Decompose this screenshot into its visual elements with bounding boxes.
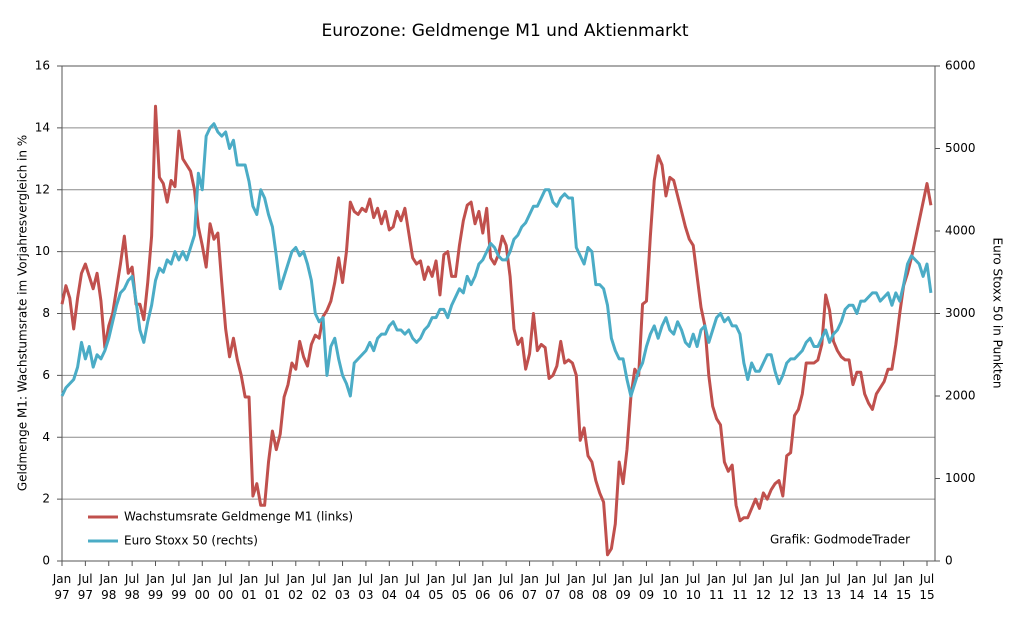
x-tick-label: Jan 07 (520, 572, 539, 602)
x-tick-label: Jan 00 (193, 572, 212, 602)
y-tick-label: 12 (35, 182, 50, 196)
x-tick-label: Jul 13 (825, 572, 842, 602)
x-tick-label: Jul 00 (218, 572, 234, 602)
series-line (60, 104, 933, 557)
y2-tick-label: 6000 (945, 59, 976, 73)
x-tick-label: Jan 14 (847, 572, 867, 602)
x-tick-label: Jan 09 (613, 572, 633, 602)
y-axis-label: Geldmenge M1: Wachstumsrate im Vorjahres… (16, 135, 30, 491)
series-line (60, 122, 933, 398)
y-tick-label: 10 (35, 244, 50, 258)
x-tick-label: Jul 12 (779, 572, 795, 602)
x-tick-label: Jul 02 (311, 572, 327, 602)
x-tick-label: Jan 08 (567, 572, 586, 602)
x-tick-label: Jan 13 (800, 572, 820, 602)
y-tick-label: 4 (42, 430, 50, 444)
x-tick-label: Jul 07 (545, 572, 561, 602)
x-tick-label: Jul 01 (264, 572, 281, 602)
y2-tick-label: 1000 (945, 471, 976, 485)
x-tick-label: Jul 14 (872, 572, 888, 602)
x-tick-label: Jul 15 (919, 572, 935, 602)
x-tick-label: Jul 08 (592, 572, 608, 602)
y-tick-label: 8 (42, 306, 50, 320)
x-tick-label: Jan 15 (894, 572, 913, 602)
x-tick-label: Jul 97 (77, 572, 94, 602)
y-tick-label: 2 (42, 492, 50, 506)
x-tick-label: Jul 04 (405, 572, 421, 602)
x-tick-label: Jul 06 (498, 572, 514, 602)
y-tick-label: 14 (35, 120, 50, 134)
x-tick-label: Jan 10 (660, 572, 680, 602)
legend-label: Euro Stoxx 50 (rechts) (124, 534, 258, 548)
x-tick-label: Jul 09 (638, 572, 655, 602)
x-tick-label: Jan 11 (707, 572, 726, 602)
y-tick-label: 16 (35, 59, 50, 73)
legend-label: Wachstumsrate Geldmenge M1 (links) (124, 510, 353, 524)
x-tick-label: Jan 99 (146, 572, 165, 602)
y-tick-label: 0 (42, 554, 50, 568)
x-tick-label: Jan 12 (754, 572, 773, 602)
x-tick-label: Jul 05 (451, 572, 468, 602)
y2-axis-label: Euro Stoxx 50 in Punkten (991, 237, 1005, 388)
x-tick-label: Jan 06 (473, 572, 493, 602)
x-tick-label: Jul 98 (124, 572, 140, 602)
x-tick-label: Jul 03 (358, 572, 374, 602)
x-tick-label: Jan 97 (52, 572, 72, 602)
x-tick-label: Jan 03 (333, 572, 352, 602)
x-tick-label: Jul 99 (171, 572, 187, 602)
x-tick-label: Jan 04 (380, 572, 399, 602)
y-tick-label: 6 (42, 368, 50, 382)
annotation: Grafik: GodmodeTrader (770, 533, 910, 547)
x-tick-label: Jan 02 (286, 572, 306, 602)
y2-tick-label: 2000 (945, 389, 976, 403)
x-tick-label: Jan 05 (426, 572, 446, 602)
plot-frame (61, 65, 936, 562)
chart-title: Eurozone: Geldmenge M1 und Aktienmarkt (321, 21, 688, 41)
y2-tick-label: 4000 (945, 224, 976, 238)
y2-tick-label: 3000 (945, 306, 976, 320)
x-tick-label: Jan 98 (99, 572, 119, 602)
x-tick-label: Jul 10 (685, 572, 701, 602)
y2-tick-label: 5000 (945, 141, 976, 155)
x-tick-label: Jan 01 (239, 572, 259, 602)
y2-tick-label: 0 (945, 554, 953, 568)
x-tick-label: Jul 11 (732, 572, 748, 602)
